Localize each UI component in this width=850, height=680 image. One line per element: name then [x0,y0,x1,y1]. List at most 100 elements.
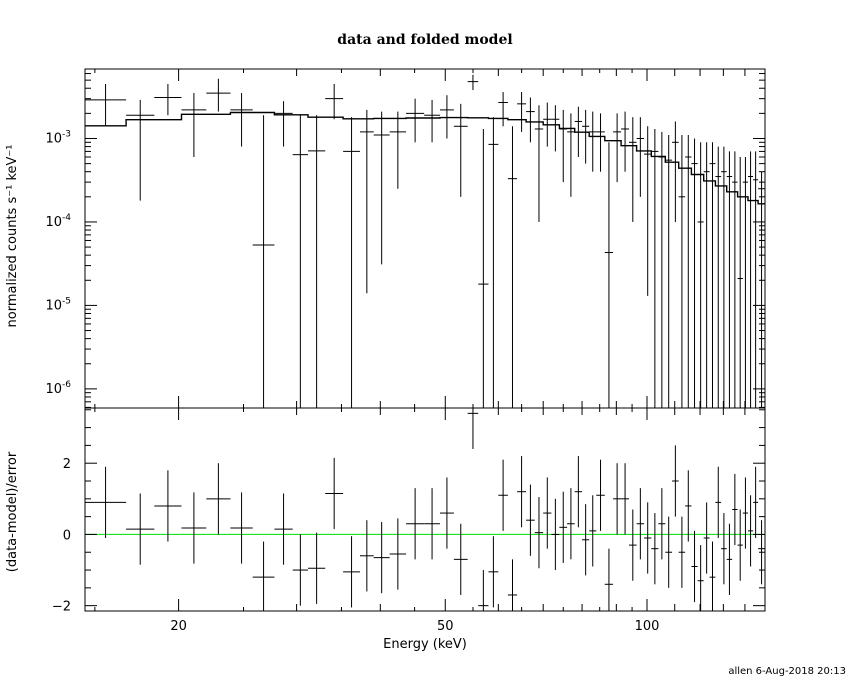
chart-title: data and folded model [337,32,512,48]
data-point [732,151,738,408]
residual-point [343,536,360,608]
x-tick-label: 20 [170,619,187,634]
residual-point [709,541,716,611]
residual-point [498,459,508,531]
residual-point [559,491,568,563]
data-point [181,93,207,158]
data-point [596,113,605,172]
spectrum-data-points [85,74,765,408]
y-tick-label-base: 10 [45,382,62,397]
data-point [672,121,679,222]
data-point [498,92,508,127]
x-tick-labels: 20 50 100 [170,619,659,634]
residual-point [373,521,390,594]
y-tick-label: 2 [63,457,71,472]
residual-point [453,523,468,595]
data-point [488,117,499,408]
residual-point [678,516,686,588]
data-point [325,83,344,120]
residual-point [621,463,629,535]
data-point [467,74,479,91]
y-tick-label: −2 [52,600,71,615]
data-point [691,138,698,408]
residual-point [517,456,527,528]
residual-point [628,509,637,581]
residual-point [737,509,743,581]
residual-point [551,498,560,571]
data-point [678,135,686,408]
y-tick-label-exponent: -5 [62,296,71,306]
residual-point [325,457,344,530]
residual-point [543,477,552,549]
y-tick-label: 10-6 [45,380,71,397]
residual-point [685,470,692,542]
data-point [658,131,666,408]
residual-point [721,513,727,585]
residual-point [567,488,575,560]
residual-point [424,488,440,560]
y-tick-label-exponent: -6 [62,380,71,390]
residual-point [582,504,590,576]
folded-model-steps [85,111,765,205]
residual-point [589,495,597,567]
residual-data-points [85,408,765,611]
data-point [574,106,583,158]
residual-point [753,466,759,538]
residual-point [85,466,127,538]
data-point [230,93,253,147]
y-tick-label-base: 10 [45,131,62,146]
data-point [551,105,560,152]
residual-point [507,559,518,611]
y-tick-label-base: 10 [45,298,62,313]
residual-point [534,497,544,569]
data-point [709,142,716,408]
data-point [85,83,127,127]
data-point [715,146,722,408]
data-point [644,126,652,296]
data-point [343,117,360,408]
residual-point [406,488,425,560]
data-point [737,157,743,408]
data-point [567,113,575,197]
data-point [517,92,527,132]
y-tick-label: 10-5 [45,296,71,313]
data-point [758,171,765,408]
residual-point [596,459,605,531]
data-point [613,113,622,183]
residual-point [726,523,733,595]
data-point [582,109,590,164]
residual-point [230,492,253,564]
data-point [559,109,568,183]
residual-point [658,488,666,560]
residual-point [389,518,407,590]
residual-point [604,548,614,611]
data-point [292,115,309,408]
data-point [154,83,182,116]
residual-point [732,473,738,546]
y-tick-label: 0 [63,528,71,543]
residual-point [574,456,583,528]
footer-stamp: allen 6-Aug-2018 20:13 [728,666,846,677]
residual-point [154,470,182,542]
residual-point [742,477,749,549]
data-point [621,111,629,172]
data-point [424,99,440,143]
y-tick-label-base: 10 [45,215,62,230]
spectrum-panel: 10-310-410-510-6 normalized counts s⁻¹ k… [5,68,766,409]
residual-point [613,463,622,535]
residual-point [292,534,309,606]
data-point [453,103,468,197]
residual-point [478,570,489,611]
data-point [726,151,733,408]
residual-point [715,466,722,538]
y-tick-label: 10-3 [45,129,71,146]
y-tick-label-exponent: -4 [62,213,71,223]
data-point [628,117,637,222]
data-point [439,95,454,139]
data-point [373,111,390,265]
bottom-panel-frame [84,407,766,612]
residuals-panel: 2 0 −2 (data-model)/error [5,407,766,615]
data-point [534,105,544,222]
residual-point [703,502,710,574]
data-point [274,101,293,147]
